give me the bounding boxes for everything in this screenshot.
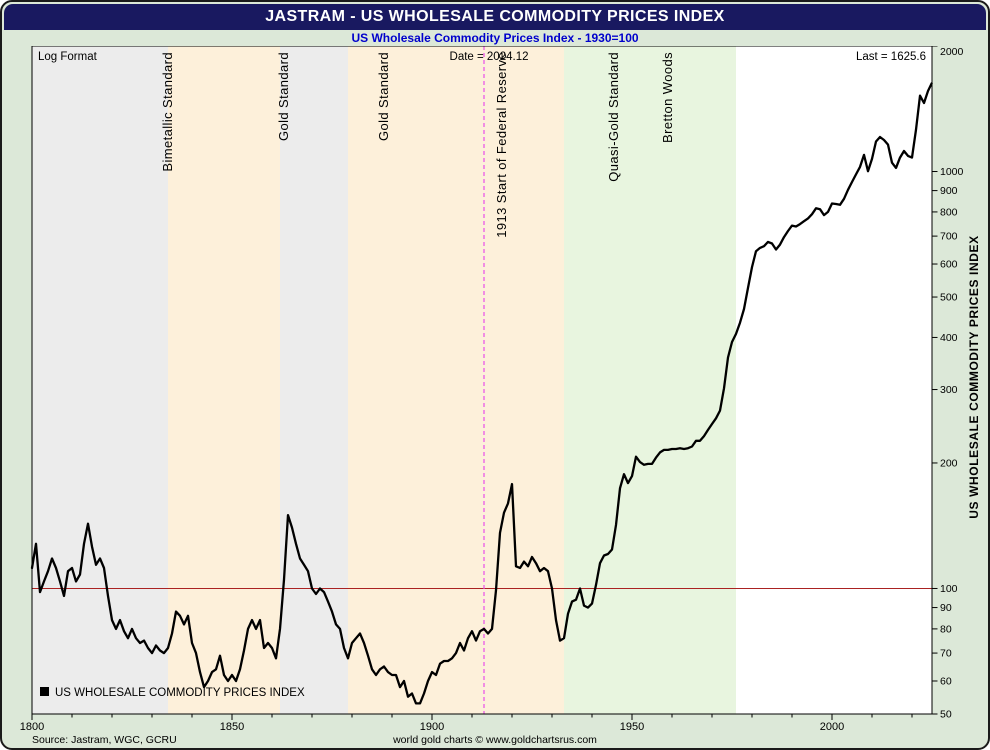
plot-border xyxy=(31,46,933,715)
regime-annotation: Gold Standard xyxy=(376,52,391,141)
y-axis-label: 900 xyxy=(940,185,958,197)
x-axis-label: 2000 xyxy=(820,721,844,733)
y-axis-label: 80 xyxy=(940,623,952,635)
y-axis-label: 100 xyxy=(940,583,958,595)
y-axis-label: 2000 xyxy=(940,46,964,58)
x-axis-label: 1950 xyxy=(620,721,644,733)
legend-label: US WHOLESALE COMMODITY PRICES INDEX xyxy=(55,687,305,699)
y-axis-label: 400 xyxy=(940,332,958,344)
regime-annotation: Bretton Woods xyxy=(660,52,675,143)
price-series-line xyxy=(30,82,933,705)
credit-note: world gold charts © www.goldchartsrus.co… xyxy=(393,734,597,746)
date-readout: Date = 2024.12 xyxy=(450,51,529,63)
y-axis-label: 700 xyxy=(940,231,958,243)
regime-annotation: Quasi-Gold Standard xyxy=(606,52,621,182)
regime-annotation: Bimetallic Standard xyxy=(160,52,175,172)
regime-annotation: 1913 Start of Federal Reserve xyxy=(494,52,509,238)
y-axis-label: 60 xyxy=(940,675,952,687)
last-readout: Last = 1625.6 xyxy=(856,51,926,63)
x-axis-label: 1850 xyxy=(220,721,244,733)
right-axis-title: US WHOLESALE COMMODITY PRICES INDEX xyxy=(967,235,981,518)
y-axis-label: 70 xyxy=(940,648,952,660)
y-axis-label: 500 xyxy=(940,292,958,304)
price-chart-plot: 2000 1000 900 800 700 600 500 400 300 200 100 90 80 7… xyxy=(20,46,981,733)
y-axis-label: 300 xyxy=(940,384,958,396)
x-axis-label: 1900 xyxy=(420,721,444,733)
source-note: Source: Jastram, WGC, GCRU xyxy=(32,734,177,746)
regime-band xyxy=(348,46,564,714)
legend-swatch xyxy=(40,687,49,696)
y-axis-label: 800 xyxy=(940,206,958,218)
regime-band xyxy=(564,46,736,714)
x-axis-label: 1800 xyxy=(20,721,44,733)
y-axis-label: 200 xyxy=(940,457,958,469)
page-title: JASTRAM - US WHOLESALE COMMODITY PRICES … xyxy=(265,8,725,25)
window-titlebar: JASTRAM - US WHOLESALE COMMODITY PRICES … xyxy=(4,4,986,30)
regime-band xyxy=(32,46,168,714)
regime-band xyxy=(280,46,348,714)
regime-band xyxy=(168,46,280,714)
y-axis-label: 50 xyxy=(940,709,952,721)
y-axis-label: 600 xyxy=(940,259,958,271)
y-axis-label: 90 xyxy=(940,602,952,614)
chart-subtitle: US Wholesale Commodity Prices Index - 19… xyxy=(351,31,639,45)
regime-annotation: Gold Standard xyxy=(276,52,291,141)
log-format-label: Log Format xyxy=(38,51,98,63)
y-axis-label: 1000 xyxy=(940,166,964,178)
